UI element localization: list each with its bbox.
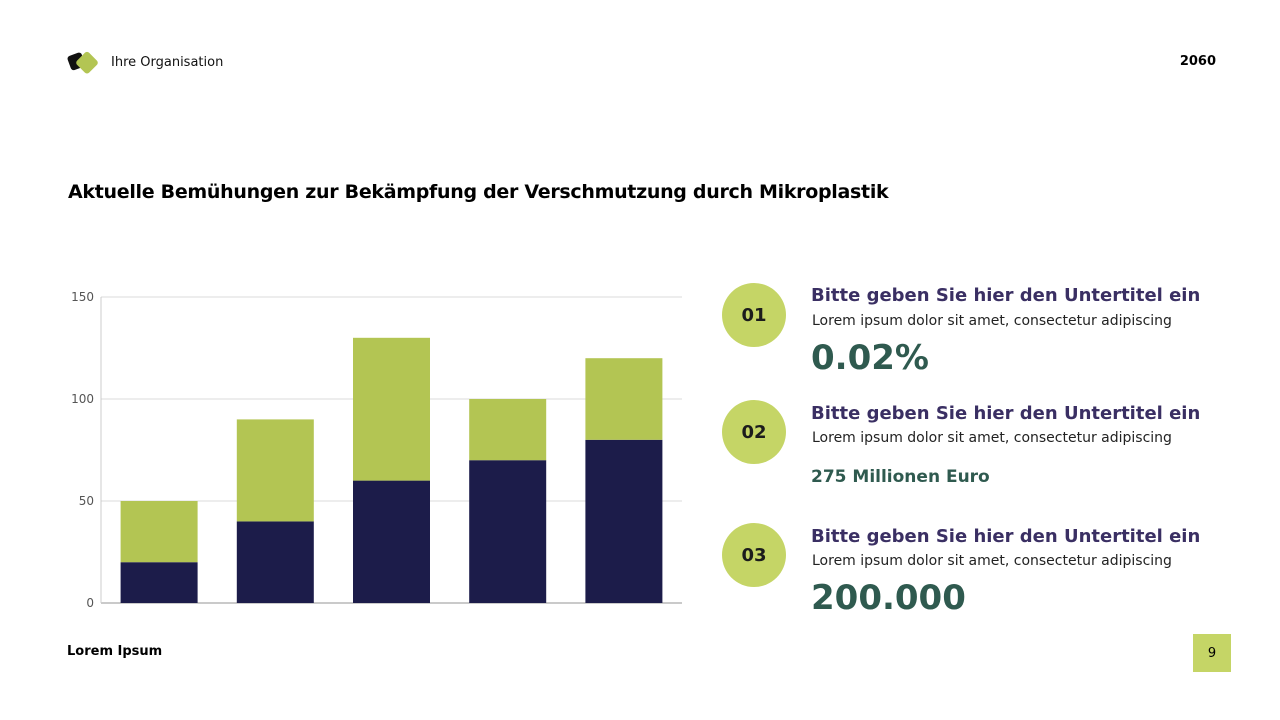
year-label: 2060 xyxy=(1179,54,1216,69)
item-number-badge: 01 xyxy=(722,283,786,347)
item-value: 200.000 xyxy=(811,578,966,618)
bar-segment xyxy=(236,521,314,603)
y-tick-label: 150 xyxy=(71,290,94,304)
bar-segment xyxy=(353,480,430,603)
item-subtitle: Bitte geben Sie hier den Untertitel ein xyxy=(811,526,1201,547)
item-subtitle: Bitte geben Sie hier den Untertitel ein xyxy=(811,285,1201,306)
organization-name: Ihre Organisation xyxy=(111,55,224,70)
footer-text: Lorem Ipsum xyxy=(67,644,163,659)
page-number: 9 xyxy=(1193,634,1231,672)
y-tick-label: 100 xyxy=(71,392,94,406)
bar-segment xyxy=(469,460,547,603)
bar-segment xyxy=(469,399,547,461)
item-description: Lorem ipsum dolor sit amet, consectetur … xyxy=(812,430,1172,446)
item-subtitle: Bitte geben Sie hier den Untertitel ein xyxy=(811,403,1201,424)
slide-title: Aktuelle Bemühungen zur Bekämpfung der V… xyxy=(68,181,889,203)
item-number-badge: 03 xyxy=(722,523,786,587)
item-description: Lorem ipsum dolor sit amet, consectetur … xyxy=(812,553,1172,569)
item-number-badge: 02 xyxy=(722,400,786,464)
bar-segment xyxy=(120,562,198,603)
stacked-bar-chart: 0 50 100 150 xyxy=(71,290,682,610)
item-value: 275 Millionen Euro xyxy=(811,467,990,487)
bar-segment xyxy=(585,439,663,603)
item-description: Lorem ipsum dolor sit amet, consectetur … xyxy=(812,313,1172,329)
item-value: 0.02% xyxy=(811,338,929,378)
y-tick-label: 50 xyxy=(79,494,94,508)
y-tick-label: 0 xyxy=(86,596,94,610)
bar-segment xyxy=(120,501,198,563)
bar-segment xyxy=(236,419,314,522)
bar-segment xyxy=(585,358,663,440)
logo-icon xyxy=(67,51,98,74)
bar-segment xyxy=(353,337,430,481)
